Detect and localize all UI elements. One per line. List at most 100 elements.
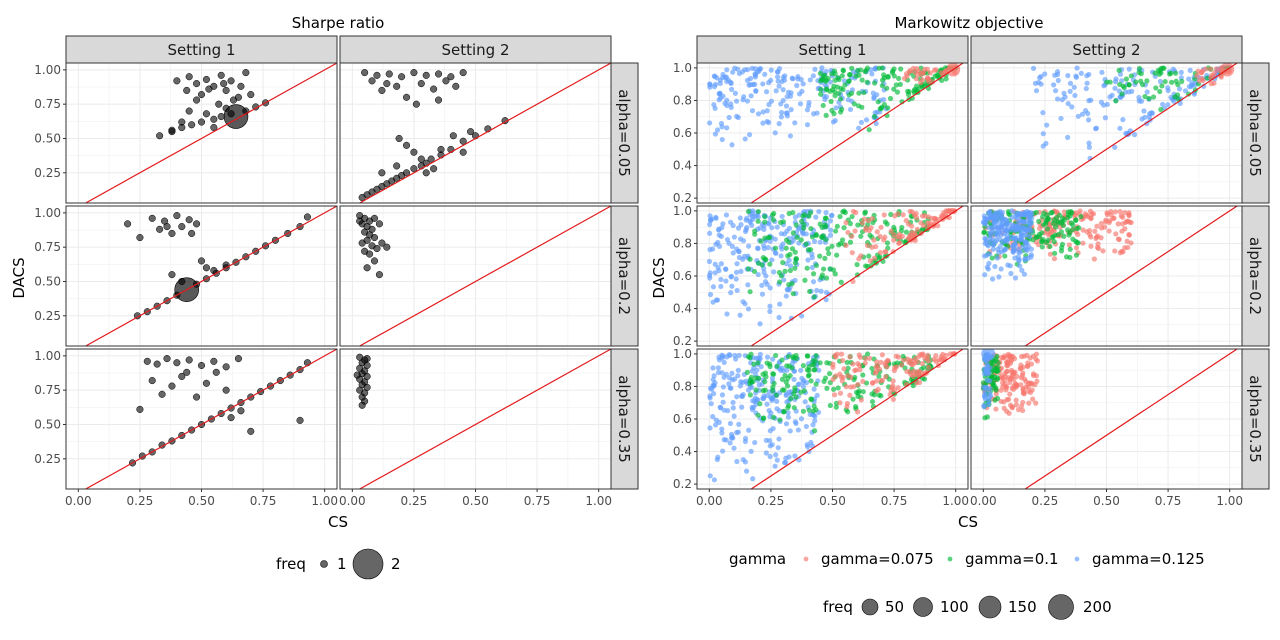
data-point xyxy=(809,264,815,271)
data-point xyxy=(791,405,797,411)
data-point xyxy=(891,86,897,92)
data-point xyxy=(1009,234,1015,240)
data-point xyxy=(1001,247,1007,253)
data-point xyxy=(759,291,766,297)
data-point xyxy=(818,86,824,93)
data-point xyxy=(378,86,386,95)
data-point xyxy=(713,214,719,220)
data-point xyxy=(434,96,443,104)
data-point xyxy=(773,452,779,458)
x-tick-label: 0.75 xyxy=(524,494,551,508)
data-point xyxy=(814,287,820,294)
large-point xyxy=(981,349,996,361)
data-point xyxy=(984,414,990,420)
data-point xyxy=(1013,382,1019,388)
data-point xyxy=(193,220,201,228)
data-point xyxy=(1073,245,1080,251)
row-strip-label: alpha=0.2 xyxy=(1246,237,1264,315)
y-tick-label: 0.25 xyxy=(34,452,61,466)
data-point xyxy=(855,381,861,388)
reference-line xyxy=(85,63,337,203)
data-point xyxy=(178,372,186,381)
data-point xyxy=(197,91,206,99)
data-point xyxy=(1030,396,1036,402)
legend-label-gamma-01: gamma=0.1 xyxy=(965,550,1059,568)
data-point xyxy=(850,208,857,215)
data-point xyxy=(818,78,824,84)
data-point xyxy=(1032,382,1038,388)
data-point xyxy=(1052,250,1058,256)
x-tick-label: 1.00 xyxy=(1216,494,1243,508)
row-strip xyxy=(610,62,639,204)
data-point xyxy=(823,215,829,221)
data-point xyxy=(1003,227,1009,234)
data-point xyxy=(885,105,891,111)
y-tick-label: 0.8 xyxy=(673,93,692,107)
data-point xyxy=(878,224,884,230)
data-point xyxy=(869,380,876,386)
data-point xyxy=(915,86,921,93)
data-point xyxy=(1045,215,1051,221)
data-point xyxy=(1000,219,1006,225)
x-tick-label: 0.00 xyxy=(696,494,723,508)
data-point xyxy=(862,209,868,215)
data-point xyxy=(987,390,993,397)
data-point xyxy=(1137,65,1143,72)
data-point xyxy=(750,379,756,385)
data-point xyxy=(1033,400,1039,406)
data-point xyxy=(856,90,862,96)
y-tick-label: 0.25 xyxy=(34,309,61,323)
data-point xyxy=(751,404,757,410)
reference-line xyxy=(1024,206,1238,346)
data-point xyxy=(783,237,790,243)
data-point xyxy=(185,356,193,364)
data-point xyxy=(813,381,819,387)
data-point xyxy=(1006,396,1012,402)
data-point xyxy=(793,355,800,362)
data-point xyxy=(897,234,903,240)
data-point xyxy=(743,468,750,474)
data-point xyxy=(168,382,176,390)
data-point xyxy=(810,271,817,277)
data-point xyxy=(1044,122,1050,128)
data-point xyxy=(745,66,751,73)
data-point xyxy=(799,88,805,94)
data-point xyxy=(1142,114,1148,120)
data-point xyxy=(361,69,369,77)
data-point xyxy=(810,422,816,428)
data-point xyxy=(173,359,181,367)
y-tick-label: 1.0 xyxy=(673,61,692,75)
reference-line xyxy=(1024,349,1238,489)
data-point xyxy=(1176,86,1183,92)
data-point xyxy=(791,376,797,383)
data-point xyxy=(837,390,844,396)
data-point xyxy=(765,234,772,240)
data-point xyxy=(734,394,740,400)
data-point xyxy=(1028,228,1034,234)
data-point xyxy=(818,91,824,97)
data-point xyxy=(755,412,761,418)
panel-marks xyxy=(706,206,964,346)
data-point xyxy=(363,355,371,363)
data-point xyxy=(767,438,773,444)
data-point xyxy=(892,365,898,371)
data-point xyxy=(1077,208,1083,214)
data-point xyxy=(1107,79,1113,85)
column-strip-label: Setting 1 xyxy=(798,41,866,59)
data-point xyxy=(855,222,861,228)
x-tick-label: 0.25 xyxy=(401,494,428,508)
data-point xyxy=(982,368,989,374)
data-point xyxy=(1009,208,1015,214)
data-point xyxy=(998,266,1004,272)
data-point xyxy=(804,265,810,271)
data-point xyxy=(884,85,890,91)
data-point xyxy=(739,393,745,399)
gamma-legend-title: gamma xyxy=(729,550,786,568)
data-point xyxy=(925,220,931,226)
data-point xyxy=(183,368,191,376)
data-point xyxy=(375,271,383,279)
data-point xyxy=(743,217,749,223)
data-point xyxy=(375,220,383,228)
data-point xyxy=(735,367,741,373)
data-point xyxy=(875,386,881,393)
